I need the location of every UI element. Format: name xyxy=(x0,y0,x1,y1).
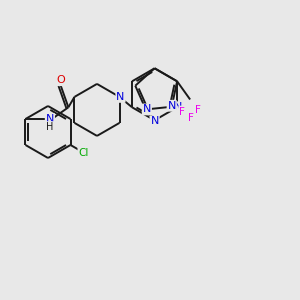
Text: O: O xyxy=(56,75,65,85)
Text: F: F xyxy=(179,106,185,116)
Text: N: N xyxy=(150,116,159,126)
Text: N: N xyxy=(143,104,151,114)
Text: F: F xyxy=(195,104,201,115)
Text: Cl: Cl xyxy=(78,148,89,158)
Text: N: N xyxy=(46,114,54,124)
Text: N: N xyxy=(174,102,182,112)
Text: F: F xyxy=(188,112,194,122)
Text: N: N xyxy=(116,92,125,102)
Text: H: H xyxy=(46,122,54,132)
Text: N: N xyxy=(167,101,176,111)
